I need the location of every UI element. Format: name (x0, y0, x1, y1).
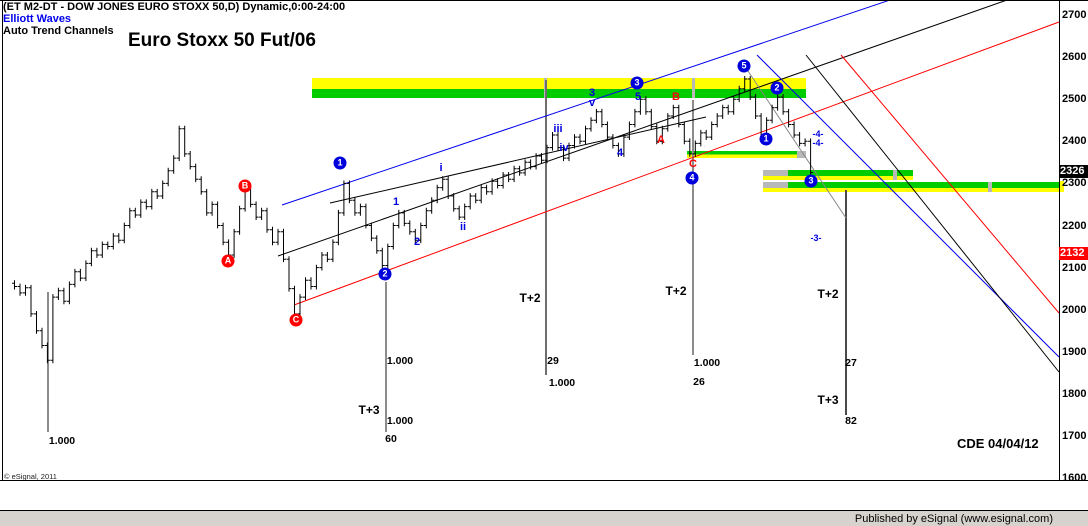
last-price-marker: 2132 (1059, 247, 1088, 261)
price-axis-tick: 1800 (1062, 387, 1087, 400)
trend-channel-line (281, 0, 891, 206)
wave-label-circled: C (289, 313, 303, 327)
wave-label: 5 (634, 91, 642, 103)
price-band-segment (763, 170, 788, 176)
top-border (0, 0, 1088, 1)
wave-label-circled: 2 (770, 81, 784, 95)
price-axis-tick: 2000 (1062, 303, 1087, 316)
price-band-segment (788, 182, 1059, 188)
fib-time-label: T+3 (358, 403, 380, 417)
price-axis-tick: 2300 (1062, 177, 1087, 190)
trend-channel-line (745, 67, 847, 219)
price-band-segment (763, 188, 1059, 192)
fib-time-label: 1.000 (48, 435, 76, 447)
published-by-label: Published by eSignal (www.esignal.com) (854, 513, 1053, 525)
trend-channel-line (293, 21, 1060, 306)
fib-time-label: 82 (845, 415, 857, 427)
price-axis-tick: 2400 (1062, 135, 1087, 148)
wave-label-circled: 2 (378, 267, 392, 281)
fib-time-label: 1.000 (548, 377, 576, 389)
price-axis-tick: 2600 (1062, 51, 1087, 64)
fib-time-label: 29 (547, 355, 559, 367)
fib-time-label: 60 (385, 433, 397, 445)
wave-label: 2 (413, 236, 421, 248)
wave-label: iii (553, 123, 563, 135)
fib-time-label: 1.000 (693, 357, 721, 369)
price-band-segment (687, 151, 797, 155)
trend-channel-line (805, 54, 1060, 373)
wave-label: C (689, 158, 697, 170)
trend-channel-line (329, 116, 707, 204)
wave-label-circled: 3 (804, 174, 818, 188)
wave-label: 3 (588, 87, 596, 99)
wave-label: 1 (392, 196, 400, 208)
wave-label: B (672, 91, 680, 103)
trend-channel-line (840, 54, 1060, 314)
price-axis-tick: 1700 (1062, 430, 1087, 442)
fib-time-label: T+2 (519, 291, 541, 305)
price-band-segment (687, 154, 797, 158)
wave-label: -4- (812, 129, 824, 139)
price-band-segment (763, 182, 788, 188)
wave-label: -4- (812, 138, 824, 148)
trend-channel-line (756, 54, 1060, 358)
price-bars (12, 76, 814, 364)
wave-label-circled: 5 (737, 59, 751, 73)
price-axis-tick: 2500 (1062, 93, 1087, 106)
fib-time-label: T+3 (817, 393, 839, 407)
price-band-segment (1059, 181, 1064, 192)
price-band-segment (763, 176, 913, 180)
instrument-title: (ET M2-DT - DOW JONES EURO STOXX 50,D) D… (3, 1, 346, 13)
time-axis-line (0, 480, 1088, 481)
wave-label: iv (559, 142, 569, 154)
price-band-segment (312, 78, 806, 89)
chart-header: (ET M2-DT - DOW JONES EURO STOXX 50,D) D… (3, 1, 345, 37)
study-elliott-waves[interactable]: Elliott Waves (3, 13, 72, 25)
footer-bar: Published by eSignal (www.esignal.com) (0, 510, 1088, 526)
fib-time-label: T+2 (665, 284, 687, 298)
time-axis[interactable]: 2603101724310714212805121927020916233006… (0, 481, 1088, 509)
fib-time-label: 1.000 (386, 415, 414, 427)
wave-label-circled: A (221, 254, 235, 268)
price-band-segment (788, 170, 913, 176)
price-band-segment (893, 170, 897, 180)
fib-time-label: 27 (845, 357, 857, 369)
study-auto-trend-channels[interactable]: Auto Trend Channels (3, 25, 114, 37)
trend-channel-line (277, 0, 1008, 257)
price-axis-line (1059, 0, 1060, 481)
wave-label: ii (459, 221, 467, 233)
fib-time-label: 1.000 (386, 355, 414, 367)
fib-time-label: 26 (693, 376, 705, 388)
left-border (2, 0, 3, 480)
wave-label: i (439, 162, 443, 174)
price-band-segment (988, 182, 992, 192)
wave-label: A (657, 134, 665, 146)
price-axis-tick: 2100 (1062, 261, 1087, 274)
fib-time-label: T+2 (817, 287, 839, 301)
cde-date-label: CDE 04/04/12 (957, 436, 1039, 451)
wave-label-circled: B (238, 179, 252, 193)
wave-label-circled: 1 (759, 132, 773, 146)
wave-label-circled: 3 (630, 76, 644, 90)
chart-title: Euro Stoxx 50 Fut/06 (128, 30, 316, 51)
price-band-segment (312, 89, 806, 98)
price-axis-tick: 2200 (1062, 219, 1087, 232)
price-band-segment (692, 78, 695, 98)
price-axis-tick: 1900 (1062, 345, 1087, 358)
price-axis-tick: 2700 (1062, 9, 1087, 21)
wave-label-circled: 4 (685, 171, 699, 185)
price-band-segment (797, 151, 806, 158)
wave-label: -3- (810, 233, 822, 243)
wave-label-circled: 1 (333, 156, 347, 170)
wave-label: v (588, 97, 596, 109)
wave-label: 4 (616, 147, 624, 159)
copyright-label: © eSignal, 2011 (4, 472, 57, 481)
last-price-marker: 2326 (1059, 165, 1088, 179)
